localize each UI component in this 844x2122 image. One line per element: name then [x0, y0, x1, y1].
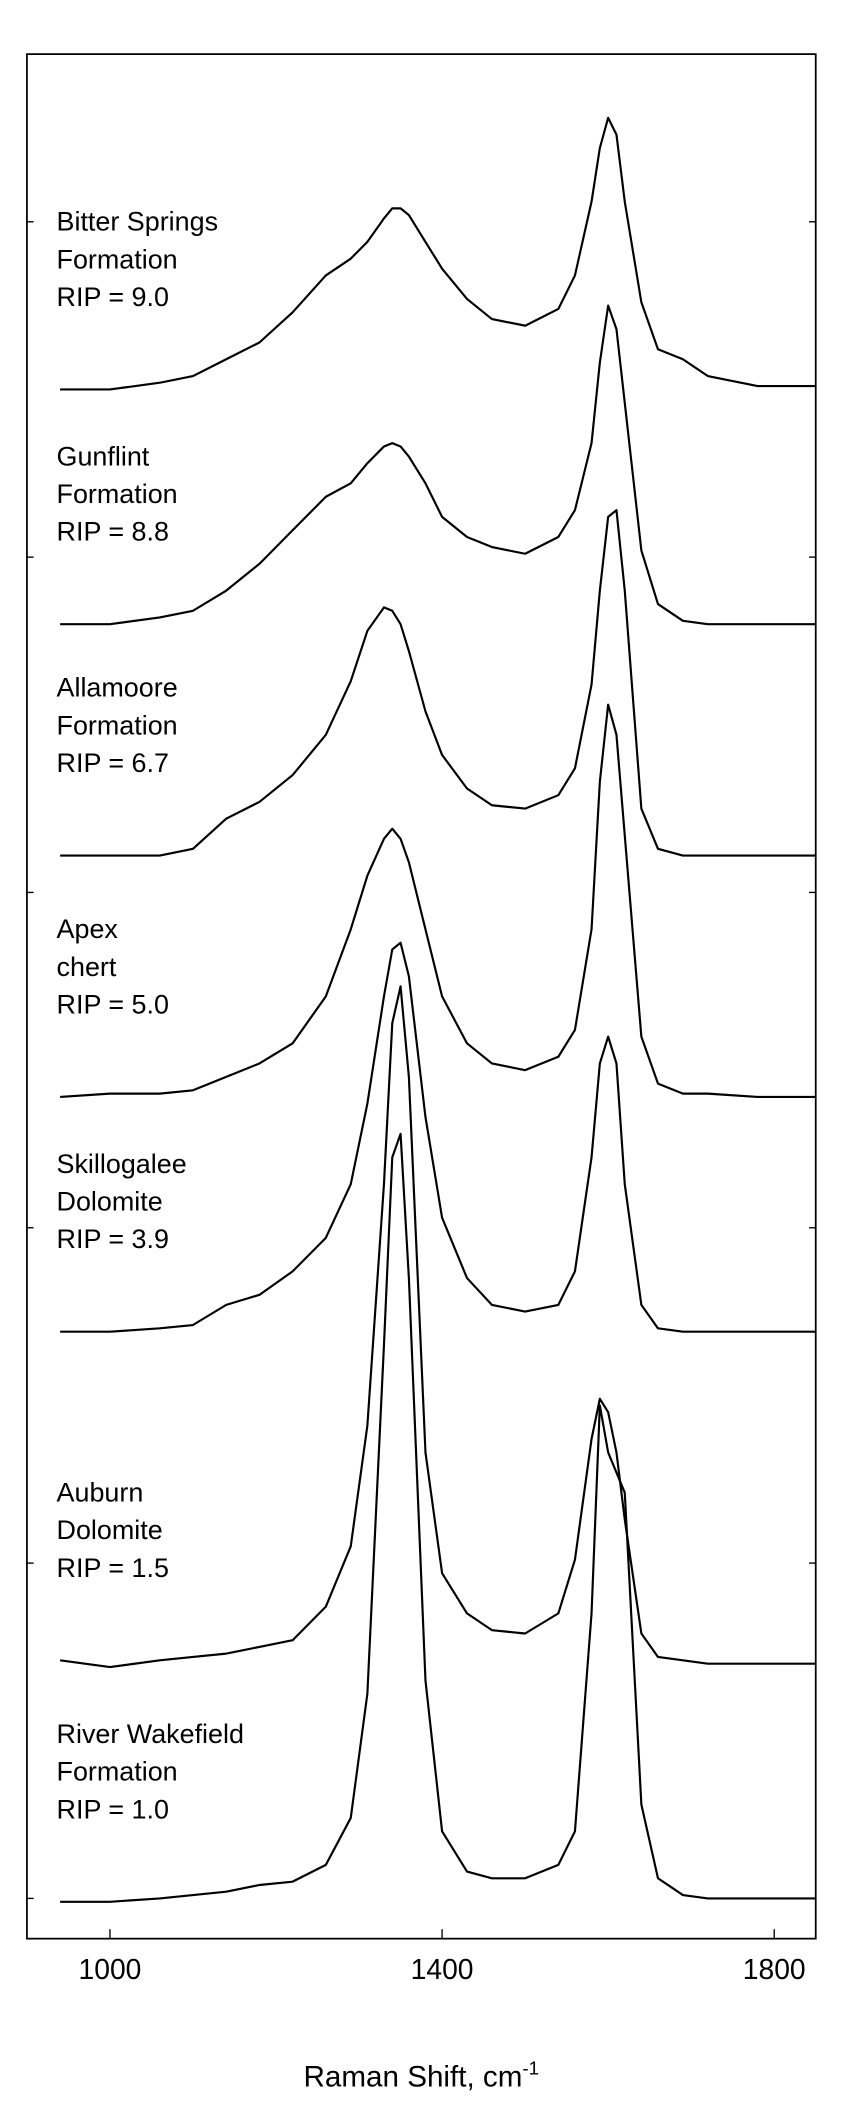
x-tick-label: 1000: [79, 1953, 142, 1985]
series-label: Skillogalee Dolomite RIP = 3.9: [57, 1149, 187, 1254]
series-label: Bitter Springs Formation RIP = 9.0: [57, 207, 219, 312]
series-label-line: River Wakefield: [57, 1719, 244, 1749]
series-label-line: Bitter Springs: [57, 207, 219, 237]
plot-frame: [26, 53, 817, 1940]
series-label-line: Dolomite: [57, 1187, 163, 1217]
series-label-line: Dolomite: [57, 1515, 163, 1545]
spectrum-line: [60, 116, 816, 391]
x-axis-title-sup: -1: [522, 2058, 539, 2079]
series-label-line: Gunflint: [57, 441, 150, 471]
series-label-line: Formation: [57, 479, 178, 509]
series-label-line: Formation: [57, 710, 178, 740]
series-label: River Wakefield Formation RIP = 1.0: [57, 1719, 244, 1824]
spectrum-line: [60, 703, 816, 1099]
series-label-line: Formation: [57, 1757, 178, 1787]
series-label-line: RIP = 8.8: [57, 517, 169, 547]
series-label-line: RIP = 3.9: [57, 1224, 169, 1254]
series-label-line: Skillogalee: [57, 1149, 187, 1179]
spectrum-line: [59, 985, 816, 1669]
x-tick-label: 1800: [743, 1953, 806, 1985]
series-label: Auburn Dolomite RIP = 1.5: [57, 1477, 169, 1582]
x-tick-label: 1400: [411, 1953, 474, 1985]
spectrum-line: [60, 941, 816, 1333]
x-axis-title: Raman Shift, cm-1: [304, 2058, 540, 2094]
x-axis-title-text: Raman Shift, cm: [304, 2061, 523, 2094]
series-label: Gunflint Formation RIP = 8.8: [57, 441, 178, 546]
series-label: Apex chert RIP = 5.0: [57, 914, 169, 1019]
series-label-line: RIP = 5.0: [57, 990, 169, 1020]
spectrum-line: [60, 509, 816, 857]
series-label-line: Apex: [57, 914, 119, 944]
series-label-line: Allamoore: [57, 673, 178, 703]
series-label-line: RIP = 6.7: [57, 748, 169, 778]
series-label-line: Formation: [57, 244, 178, 274]
spectrum-line: [60, 1132, 816, 1903]
series-label-line: RIP = 9.0: [57, 282, 169, 312]
series-label-line: Auburn: [57, 1477, 144, 1507]
series-label-line: RIP = 1.0: [57, 1794, 169, 1824]
spectrum-line: [60, 304, 816, 626]
series-label: Allamoore Formation RIP = 6.7: [57, 673, 178, 778]
series-label-line: chert: [57, 952, 117, 982]
series-label-line: RIP = 1.5: [57, 1553, 169, 1583]
